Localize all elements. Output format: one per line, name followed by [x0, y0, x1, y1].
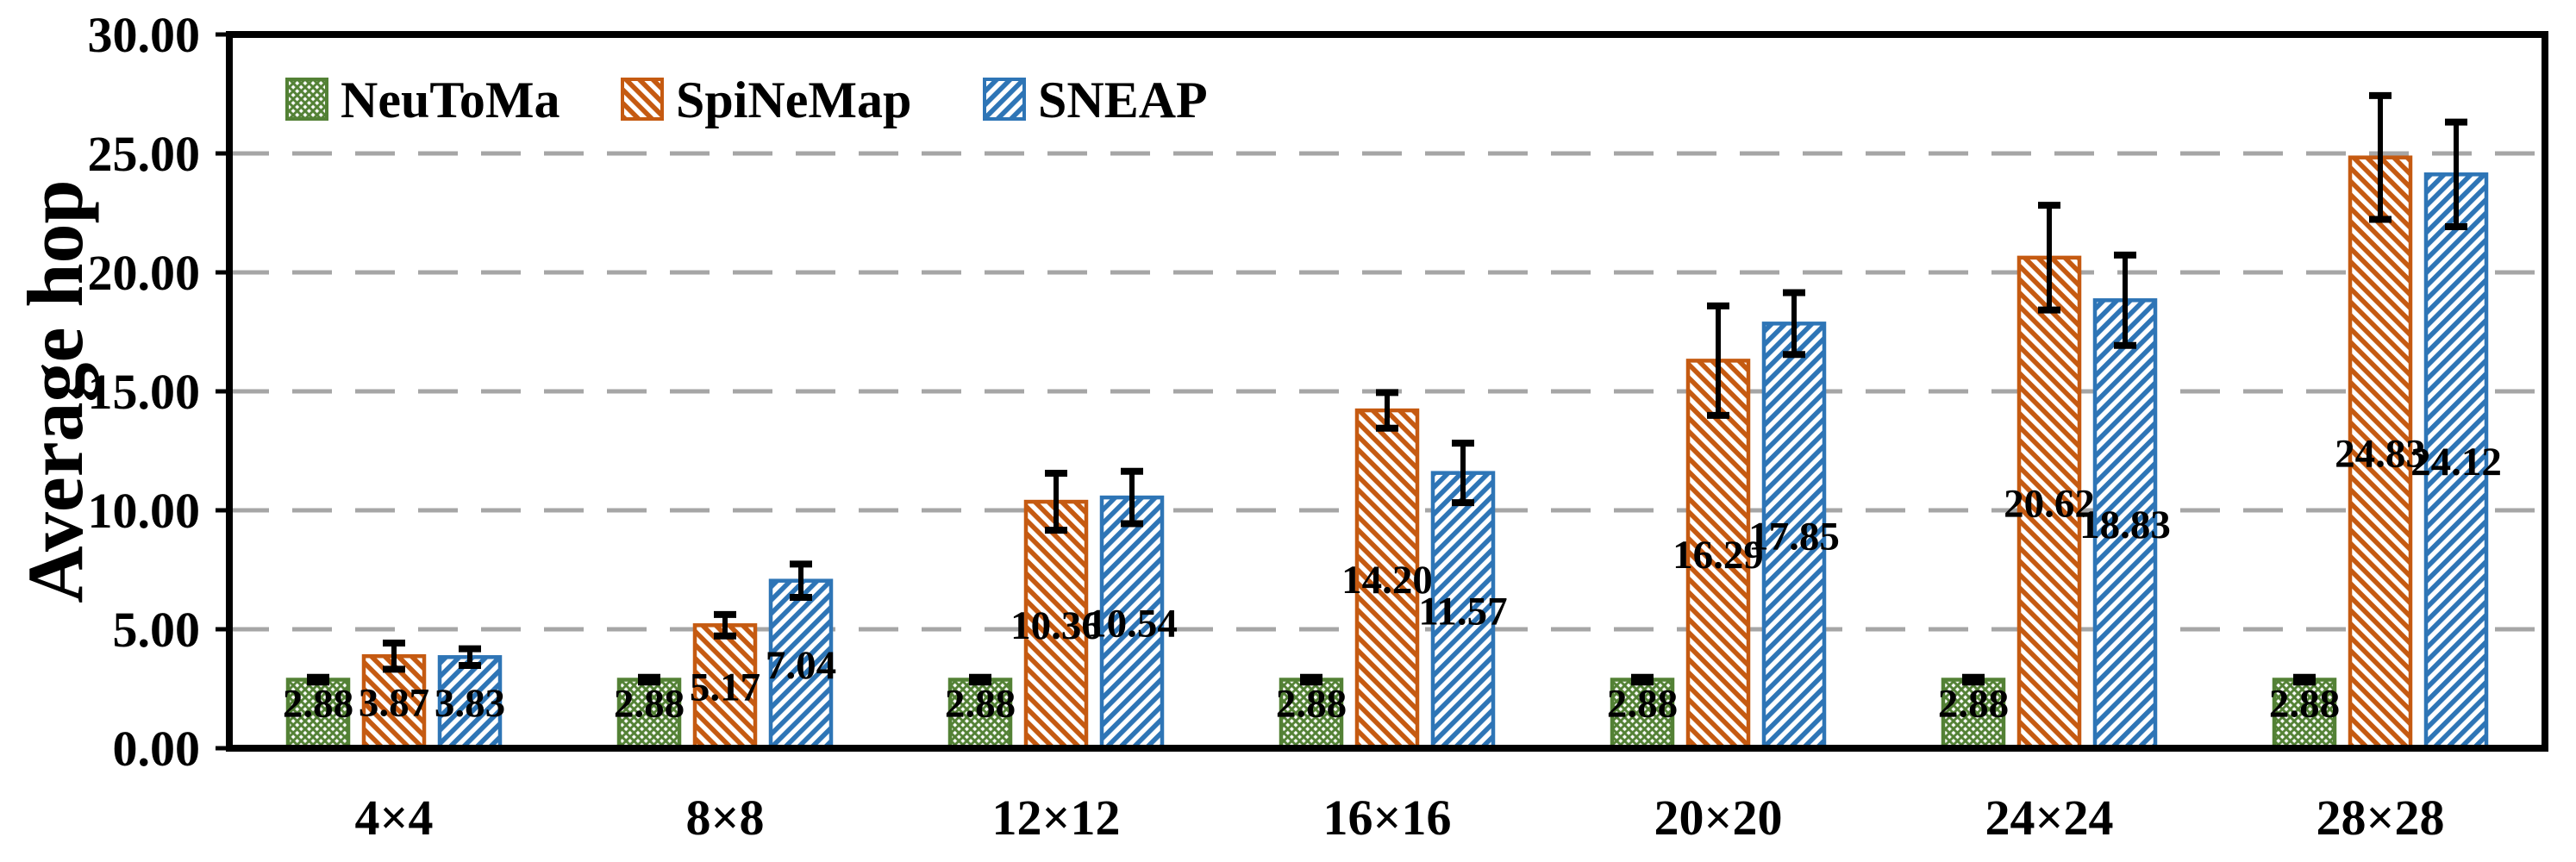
ytick-label-10.00: 10.00 — [88, 483, 201, 539]
legend-label-SpiNeMap: SpiNeMap — [676, 72, 911, 128]
legend-swatch-NeuToMa — [285, 78, 328, 121]
ytick-label-25.00: 25.00 — [88, 126, 201, 182]
bar-SNEAP-4×4 — [437, 655, 503, 751]
value-label-SNEAP-16×16: 11.57 — [1418, 589, 1507, 634]
ytick-label-30.00: 30.00 — [88, 7, 201, 63]
plot-border — [226, 31, 2548, 752]
value-label-SNEAP-4×4: 3.83 — [435, 681, 505, 726]
value-label-SpiNeMap-28×28: 24.83 — [2335, 431, 2426, 476]
value-label-SNEAP-8×8: 7.04 — [766, 643, 836, 688]
value-label-NeuToMa-24×24: 2.88 — [1938, 681, 2009, 726]
bar-NeuToMa-20×20 — [1610, 678, 1675, 751]
bar-NeuToMa-16×16 — [1279, 678, 1344, 751]
xtick-label-12×12: 12×12 — [991, 790, 1120, 846]
bar-SNEAP-24×24 — [2092, 298, 2158, 751]
value-label-SpiNeMap-4×4: 3.87 — [359, 681, 429, 726]
ytick-label-15.00: 15.00 — [88, 364, 201, 420]
value-label-SpiNeMap-16×16: 14.20 — [1341, 558, 1433, 603]
ytick-label-20.00: 20.00 — [88, 245, 201, 301]
legend-label-SNEAP: SNEAP — [1038, 72, 1208, 128]
value-label-NeuToMa-16×16: 2.88 — [1276, 681, 1347, 726]
value-label-SNEAP-12×12: 10.54 — [1086, 602, 1178, 646]
value-label-SpiNeMap-24×24: 20.62 — [2004, 481, 2095, 526]
xtick-label-4×4: 4×4 — [354, 790, 433, 846]
value-label-NeuToMa-4×4: 2.88 — [283, 681, 353, 726]
xtick-label-16×16: 16×16 — [1322, 790, 1451, 846]
legend-label-NeuToMa: NeuToMa — [341, 72, 560, 128]
value-label-NeuToMa-28×28: 2.88 — [2269, 681, 2340, 726]
legend-swatch-SpiNeMap — [621, 78, 664, 121]
xtick-label-28×28: 28×28 — [2316, 790, 2444, 846]
legend-swatch-SNEAP — [983, 78, 1026, 121]
xtick-label-8×8: 8×8 — [685, 790, 764, 846]
ytick-label-5.00: 5.00 — [113, 602, 201, 658]
value-label-NeuToMa-20×20: 2.88 — [1607, 681, 1678, 726]
value-label-SpiNeMap-20×20: 16.29 — [1673, 533, 1764, 578]
y-axis-title: Average hop — [11, 179, 99, 603]
value-label-SpiNeMap-8×8: 5.17 — [690, 665, 760, 710]
bar-SNEAP-8×8 — [768, 578, 834, 751]
xtick-label-20×20: 20×20 — [1654, 790, 1782, 846]
value-label-NeuToMa-12×12: 2.88 — [945, 681, 1016, 726]
value-label-SNEAP-20×20: 17.85 — [1748, 515, 1840, 559]
bar-SNEAP-28×28 — [2423, 172, 2489, 751]
xtick-label-24×24: 24×24 — [1985, 790, 2113, 846]
value-label-SpiNeMap-12×12: 10.36 — [1010, 603, 1102, 648]
value-label-SNEAP-28×28: 24.12 — [2410, 440, 2502, 484]
value-label-SNEAP-24×24: 18.83 — [2079, 503, 2171, 547]
value-label-NeuToMa-8×8: 2.88 — [614, 681, 685, 726]
ytick-label-0.00: 0.00 — [113, 721, 201, 777]
